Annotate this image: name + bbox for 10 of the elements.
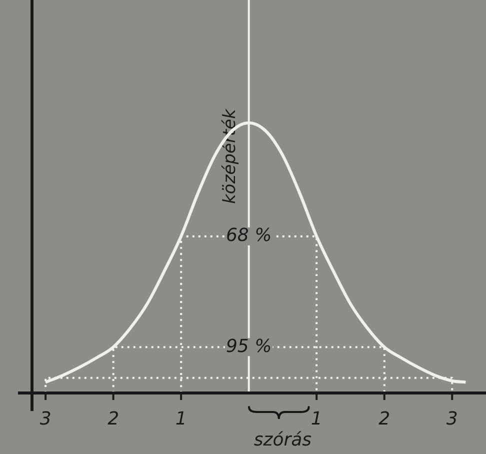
x-tick-label: 3 — [446, 408, 458, 430]
series-label: 95 % — [226, 336, 272, 357]
ref-line-label: középérték — [220, 108, 240, 204]
x-tick-label: 3 — [40, 408, 52, 430]
x-tick-label: 2 — [108, 408, 120, 430]
x-tick-label: 2 — [378, 408, 390, 430]
x-tick-label: 1 — [175, 408, 187, 430]
x-tick-label: 1 — [310, 408, 322, 430]
series-label: 68 % — [226, 225, 272, 246]
text: szórás — [254, 430, 312, 451]
